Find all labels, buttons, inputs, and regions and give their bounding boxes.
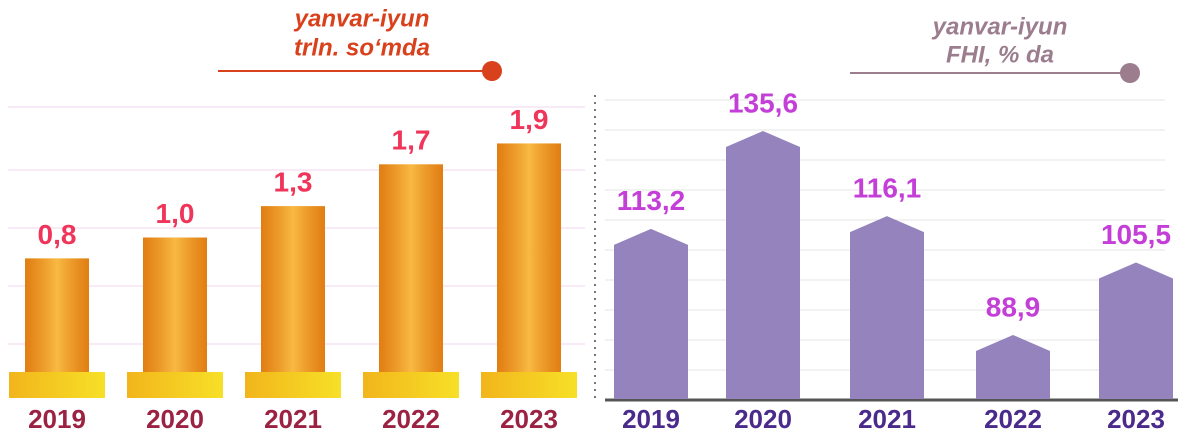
- value-label: 1,0: [156, 198, 195, 229]
- bar-base: [481, 372, 577, 398]
- bar: [726, 131, 800, 400]
- bar: [614, 228, 688, 399]
- value-label: 135,6: [728, 87, 798, 118]
- bar-base: [245, 372, 341, 398]
- x-tick-label: 2020: [734, 404, 792, 434]
- value-label: 88,9: [986, 291, 1041, 322]
- x-tick-label: 2023: [500, 404, 558, 434]
- subtitle: trln. so‘mda: [294, 34, 430, 61]
- bar-base: [9, 372, 105, 398]
- subtitle: yanvar-iyun: [932, 13, 1068, 40]
- x-tick-label: 2021: [264, 404, 322, 434]
- x-tick-label: 2022: [984, 404, 1042, 434]
- bar-base: [127, 372, 223, 398]
- bar-base: [363, 372, 459, 398]
- bar: [976, 334, 1050, 399]
- value-label: 1,9: [510, 104, 549, 135]
- value-label: 0,8: [38, 219, 77, 250]
- x-tick-label: 2019: [622, 404, 680, 434]
- value-label: 1,3: [274, 167, 313, 198]
- bar: [850, 216, 924, 399]
- x-tick-label: 2019: [28, 404, 86, 434]
- bar: [1099, 262, 1173, 399]
- subtitle: yanvar-iyun: [294, 5, 430, 32]
- subtitle: FHI, % da: [946, 41, 1054, 68]
- bar-shade: [143, 237, 207, 398]
- value-label: 113,2: [617, 185, 686, 216]
- bar-shade: [497, 143, 561, 398]
- bar-shade: [261, 206, 325, 398]
- left-sub-dot: [482, 61, 502, 81]
- right-sub-dot: [1120, 63, 1140, 83]
- x-tick-label: 2021: [858, 404, 916, 434]
- value-label: 1,7: [392, 125, 431, 156]
- value-label: 105,5: [1101, 219, 1171, 250]
- x-tick-label: 2020: [146, 404, 204, 434]
- x-tick-label: 2022: [382, 404, 440, 434]
- value-label: 116,1: [853, 173, 922, 204]
- bar-shade: [379, 164, 443, 398]
- x-tick-label: 2023: [1107, 404, 1165, 434]
